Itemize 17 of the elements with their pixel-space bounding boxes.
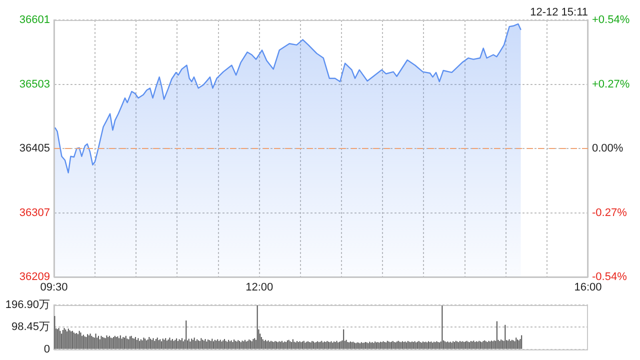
- x-tick-label: 12:00: [246, 282, 274, 294]
- y2-tick-label: +0.27%: [592, 78, 630, 90]
- y-tick-label: 36503: [19, 78, 50, 90]
- y-tick-label: 36405: [19, 142, 50, 155]
- y-tick-label: 98.45万: [11, 321, 50, 334]
- y-tick-label: 36209: [19, 271, 50, 284]
- y2-tick-label: -0.27%: [592, 206, 628, 219]
- y-tick-label: 36601: [19, 14, 50, 26]
- y2-tick-label: +0.54%: [592, 14, 630, 26]
- x-tick-label: 09:30: [40, 282, 68, 294]
- y-tick-label: 0: [44, 343, 50, 356]
- y2-tick-label: -0.54%: [592, 271, 628, 284]
- x-tick-label: 16:00: [574, 282, 602, 294]
- y-tick-label: 196.90万: [5, 299, 50, 312]
- y-tick-label: 36307: [19, 206, 50, 219]
- y2-tick-label: 0.00%: [592, 142, 624, 155]
- text: 12-12 15:11: [530, 6, 588, 19]
